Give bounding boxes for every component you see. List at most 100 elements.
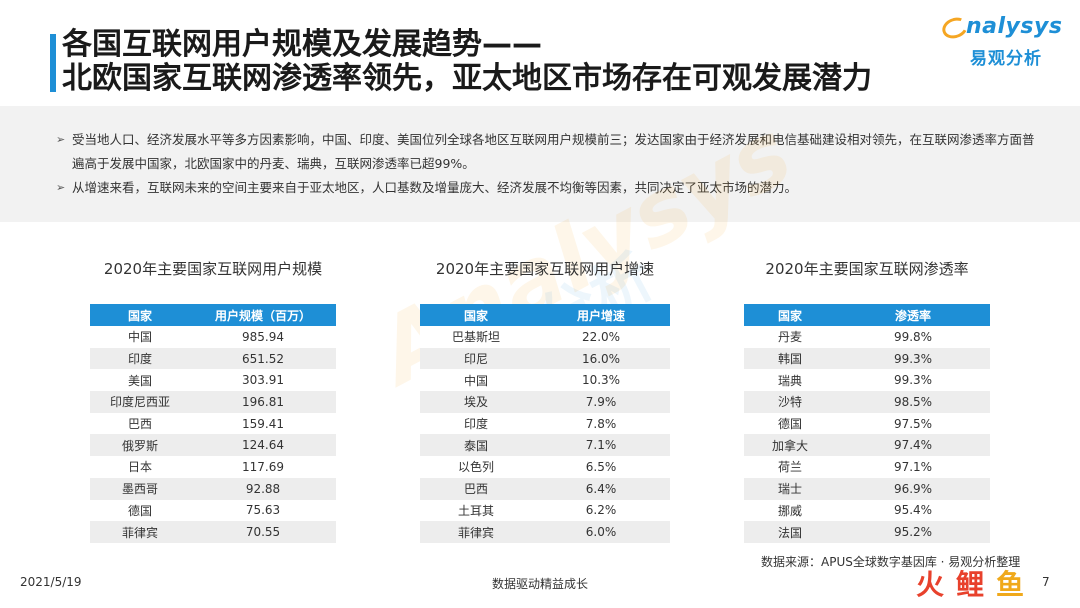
summary-point-text: 从增速来看，互联网未来的空间主要来自于亚太地区，人口基数及增量庞大、经济发展不均… [72,180,798,195]
cell-country: 美国 [127,373,152,388]
footer-date: 2021/5/19 [20,575,82,589]
table-row: 俄罗斯 124.64 [90,434,336,457]
table-row: 菲律宾 70.55 [90,521,336,543]
cell-country: 菲律宾 [457,525,494,540]
title-accent-bar [50,34,56,92]
table-row: 德国 97.5% [744,412,990,435]
cell-value: 117.69 [242,459,284,474]
cell-value: 75.63 [245,503,281,518]
page-title-line-1: 各国互联网用户规模及发展趋势—— [62,27,542,62]
table-row: 瑞典 99.3% [744,369,990,392]
cell-value: 196.81 [242,394,284,409]
cell-country: 瑞士 [777,482,802,497]
header-value: 用户增速 [576,308,625,323]
cell-value: 16.0% [581,351,621,366]
cell-value: 98.5% [893,394,933,409]
table-row: 瑞士 96.9% [744,477,990,500]
cell-country: 中国 [127,330,152,345]
cell-country: 俄罗斯 [121,438,158,453]
cell-country: 土耳其 [457,503,494,518]
cell-country: 巴西 [127,417,152,432]
cell-country: 墨西哥 [121,482,158,497]
table-row: 土耳其 6.2% [420,499,670,522]
table-row: 印度 651.52 [90,347,336,370]
cell-value: 10.3% [581,373,621,388]
table-header: 国家 用户规模（百万） [90,304,336,326]
cell-value: 97.4% [893,438,933,453]
cell-country: 泰国 [463,438,488,453]
header-value: 渗透率 [894,308,931,323]
cell-value: 6.2% [585,503,617,518]
header-country: 国家 [463,308,488,323]
page-title-line-2: 北欧国家互联网渗透率领先，亚太地区市场存在可观发展潜力 [62,61,872,96]
table-row: 印度 7.8% [420,412,670,435]
table-header: 国家 渗透率 [744,304,990,326]
cell-country: 印度尼西亚 [109,395,170,410]
cell-country: 中国 [463,373,488,388]
cell-country: 德国 [777,417,802,432]
table-row: 中国 985.94 [90,326,336,348]
cell-country: 德国 [127,503,152,518]
table-row: 巴西 6.4% [420,477,670,500]
table-row: 中国 10.3% [420,369,670,392]
logo-text-cn: 易观分析 [970,49,1042,69]
brand-watermark: 火 鲤 鱼 [916,567,1056,603]
cell-country: 日本 [127,460,152,475]
table-row: 美国 303.91 [90,369,336,392]
cell-value: 95.4% [893,503,933,518]
cell-country: 以色列 [457,460,494,475]
header-value: 用户规模（百万） [214,308,311,323]
cell-value: 7.8% [585,416,617,431]
cell-value: 303.91 [242,373,284,388]
penetration-table-block: 2020年主要国家互联网渗透率 国家 渗透率 丹麦 99.8% 韩国 99.3% 瑞典 9… [744,258,990,543]
logo-text-en: nalysys [966,14,1063,39]
users-table-block: 2020年主要国家互联网用户规模 国家 用户规模（百万） 中国 985.94 印度 6… [90,258,336,543]
growth-table-block: 2020年主要国家互联网用户增速 国家 用户增速 巴基斯坦 22.0% 印尼 16.0… [420,258,670,543]
cell-country: 韩国 [777,352,802,367]
cell-value: 6.4% [585,481,617,496]
cell-value: 92.88 [245,481,281,496]
brand-char: 鱼 [996,568,1025,601]
header-country: 国家 [127,308,152,323]
page-title: 各国互联网用户规模及发展趋势—— 北欧国家互联网渗透率领先，亚太地区市场存在可观… [62,28,872,96]
brand-char: 鲤 [956,568,985,601]
footer-slogan: 数据驱动精益成长 [492,577,589,591]
cell-value: 99.8% [893,329,933,344]
cell-country: 挪威 [777,503,802,518]
table-row: 巴西 159.41 [90,412,336,435]
summary-point: ➢ 从增速来看，互联网未来的空间主要来自于亚太地区，人口基数及增量庞大、经济发展… [56,176,1040,200]
table-row: 加拿大 97.4% [744,434,990,457]
penetration-table-title: 2020年主要国家互联网渗透率 [765,260,969,278]
page-number: 7 [1042,575,1050,589]
summary-point-text: 受当地人口、经济发展水平等多方因素影响，中国、印度、美国位列全球各地区互联网用户… [72,132,1035,171]
cell-value: 6.5% [585,459,617,474]
cell-value: 22.0% [581,329,621,344]
growth-table-title: 2020年主要国家互联网用户增速 [435,260,655,278]
bullet-arrow-icon: ➢ [56,133,66,146]
cell-value: 95.2% [893,525,933,540]
users-table-title: 2020年主要国家互联网用户规模 [103,260,323,278]
analysys-logo: nalysys 易观分析 [939,14,1062,70]
table-row: 埃及 7.9% [420,391,670,413]
table-row: 印尼 16.0% [420,347,670,370]
summary-point: ➢ 受当地人口、经济发展水平等多方因素影响，中国、印度、美国位列全球各地区互联网… [56,128,1040,176]
cell-country: 丹麦 [777,330,802,345]
cell-value: 6.0% [585,525,617,540]
table-row: 巴基斯坦 22.0% [420,326,670,348]
cell-country: 印度 [463,417,488,432]
cell-country: 荷兰 [777,460,802,475]
cell-country: 埃及 [463,395,488,410]
cell-value: 651.52 [242,351,284,366]
cell-value: 159.41 [242,416,284,431]
cell-value: 70.55 [245,525,281,540]
cell-country: 法国 [777,525,802,540]
cell-country: 巴基斯坦 [451,330,500,345]
summary-panel: ➢ 受当地人口、经济发展水平等多方因素影响，中国、印度、美国位列全球各地区互联网… [0,106,1080,222]
table-row: 丹麦 99.8% [744,326,990,348]
cell-value: 97.5% [893,416,933,431]
bullet-arrow-icon: ➢ [56,181,66,194]
cell-value: 985.94 [242,329,284,344]
cell-value: 97.1% [893,459,933,474]
users-table: 国家 用户规模（百万） 中国 985.94 印度 651.52 美国 303.91 印度尼西… [90,304,336,543]
table-row: 以色列 6.5% [420,456,670,478]
